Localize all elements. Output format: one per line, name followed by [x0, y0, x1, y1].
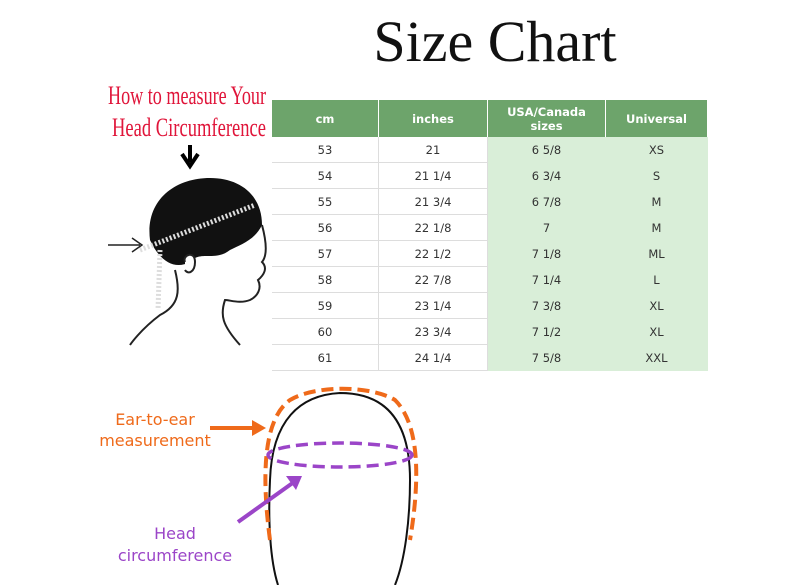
table-row: 61 24 1/4 7 5/8 XXL	[272, 344, 708, 371]
table-row: 54 21 1/4 6 3/4 S	[272, 162, 708, 189]
table-cell: 22 7/8	[378, 266, 488, 293]
table-row: 60 23 3/4 7 1/2 XL	[272, 318, 708, 345]
column-header: cm	[272, 100, 379, 137]
head-circumference-label: circumference	[118, 546, 232, 565]
ear-to-ear-label: Ear-to-ear	[115, 410, 195, 429]
head-profile	[108, 145, 267, 346]
measure-heading: Head Circumference	[112, 113, 266, 142]
table-row: 56 22 1/8 7 M	[272, 214, 708, 241]
table-cell: 58	[272, 266, 379, 293]
title: Size Chart	[373, 9, 617, 74]
table-cell: 7 3/8	[487, 292, 606, 319]
table-cell: 7 5/8	[487, 344, 606, 371]
table-cell: 21 3/4	[378, 188, 488, 215]
table-cell: 59	[272, 292, 379, 319]
table-cell: 7 1/8	[487, 240, 606, 267]
table-cell: 57	[272, 240, 379, 267]
table-cell: 6 3/4	[487, 162, 606, 189]
table-cell: M	[605, 214, 708, 241]
table-row: 58 22 7/8 7 1/4 L	[272, 266, 708, 293]
table-cell: 61	[272, 344, 379, 371]
table-cell: XS	[605, 137, 708, 163]
measure-heading: How to measure Your	[108, 81, 266, 110]
table-cell: ML	[605, 240, 708, 267]
ear-to-ear-label: measurement	[99, 431, 211, 450]
table-cell: 6 5/8	[487, 137, 606, 163]
head-front	[210, 386, 419, 585]
column-header: Universal	[605, 100, 708, 137]
table-cell: 22 1/2	[378, 240, 488, 267]
table-cell: L	[605, 266, 708, 293]
table-cell: S	[605, 162, 708, 189]
table-cell: 23 1/4	[378, 292, 488, 319]
table-cell: 60	[272, 318, 379, 345]
table-row: 53 21 6 5/8 XS	[272, 137, 708, 163]
table-cell: 23 3/4	[378, 318, 488, 345]
table-cell: 7 1/4	[487, 266, 606, 293]
table-cell: 56	[272, 214, 379, 241]
table-cell: 53	[272, 137, 379, 163]
table-cell: 21	[378, 137, 488, 163]
column-header: inches	[378, 100, 488, 137]
table-cell: 55	[272, 188, 379, 215]
table-row: 57 22 1/2 7 1/8 ML	[272, 240, 708, 267]
table-cell: 7	[487, 214, 606, 241]
table-row: 55 21 3/4 6 7/8 M	[272, 188, 708, 215]
table-cell: 54	[272, 162, 379, 189]
head-circumference-label: Head	[154, 524, 196, 543]
table-cell: 24 1/4	[378, 344, 488, 371]
table-cell: 22 1/8	[378, 214, 488, 241]
table-cell: 21 1/4	[378, 162, 488, 189]
table-row: 59 23 1/4 7 3/8 XL	[272, 292, 708, 319]
table-cell: M	[605, 188, 708, 215]
table-cell: 7 1/2	[487, 318, 606, 345]
table-cell: XL	[605, 292, 708, 319]
size-table: cm inches USA/Canada sizes Universal 53 21 6 5…	[272, 100, 708, 371]
table-cell: 6 7/8	[487, 188, 606, 215]
table-cell: XXL	[605, 344, 708, 371]
column-header: USA/Canada sizes	[487, 100, 606, 137]
table-cell: XL	[605, 318, 708, 345]
